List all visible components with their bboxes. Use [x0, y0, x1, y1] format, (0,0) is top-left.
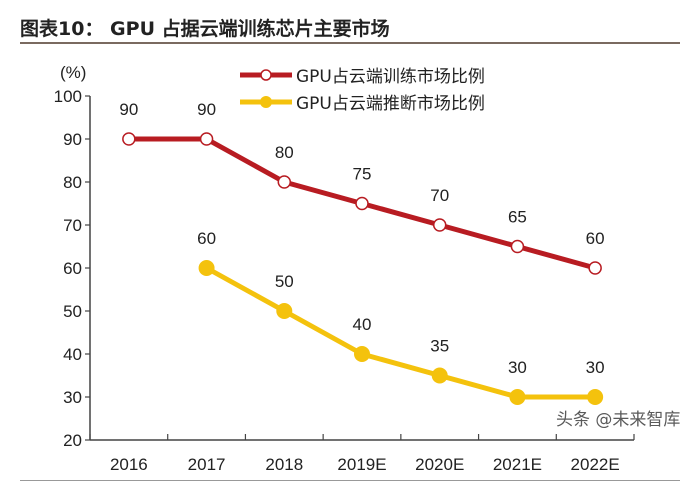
- x-tick-label: 2021E: [493, 455, 542, 474]
- data-label: 60: [197, 229, 216, 248]
- x-tick-label: 2019E: [337, 455, 386, 474]
- y-tick-label: 20: [63, 431, 82, 450]
- watermark: 头条 @未来智库: [556, 410, 681, 430]
- data-point: [587, 389, 604, 405]
- data-point: [588, 261, 602, 275]
- data-label: 65: [508, 208, 527, 227]
- x-tick-label: 2020E: [415, 455, 464, 474]
- legend-label: GPU占云端推断市场比例: [296, 94, 485, 114]
- x-tick-label: 2018: [265, 455, 303, 474]
- y-tick-label: 80: [63, 173, 82, 192]
- y-tick-label: 50: [63, 302, 82, 321]
- y-tick-label: 30: [63, 388, 82, 407]
- data-label: 90: [197, 100, 216, 119]
- data-label: 60: [586, 229, 605, 248]
- y-tick-label: 100: [54, 87, 82, 106]
- data-point: [198, 260, 215, 276]
- data-point: [510, 239, 525, 254]
- y-axis-label: (%): [60, 63, 86, 82]
- legend-marker: [260, 96, 272, 108]
- data-label: 30: [586, 358, 605, 377]
- data-label: 35: [430, 337, 449, 356]
- data-point: [276, 303, 293, 319]
- data-point: [199, 132, 214, 146]
- data-label: 30: [508, 358, 527, 377]
- data-point: [509, 389, 526, 405]
- data-point: [432, 218, 447, 232]
- data-label: 80: [275, 143, 294, 162]
- y-tick-label: 90: [63, 130, 82, 149]
- data-point: [355, 196, 369, 211]
- data-label: 90: [119, 100, 138, 119]
- data-point: [354, 346, 370, 362]
- x-tick-label: 2022E: [571, 455, 620, 474]
- data-point: [277, 175, 292, 189]
- chart-title: 图表10： GPU 占据云端训练芯片主要市场: [20, 18, 390, 40]
- legend-marker: [260, 69, 272, 81]
- legend-label: GPU占云端训练市场比例: [296, 67, 485, 87]
- bottom-divider: [20, 480, 680, 481]
- y-tick-label: 40: [63, 345, 82, 364]
- x-tick-label: 2017: [188, 455, 226, 474]
- data-label: 75: [353, 165, 372, 184]
- data-point: [431, 367, 448, 384]
- data-label: 50: [275, 272, 294, 291]
- data-label: 40: [353, 315, 372, 334]
- data-point: [122, 132, 136, 146]
- data-label: 70: [430, 186, 449, 205]
- x-tick-label: 2016: [110, 455, 148, 474]
- series-line-1: [205, 265, 596, 400]
- y-tick-label: 70: [63, 216, 82, 235]
- y-tick-label: 60: [63, 259, 82, 278]
- title-divider: [20, 42, 680, 44]
